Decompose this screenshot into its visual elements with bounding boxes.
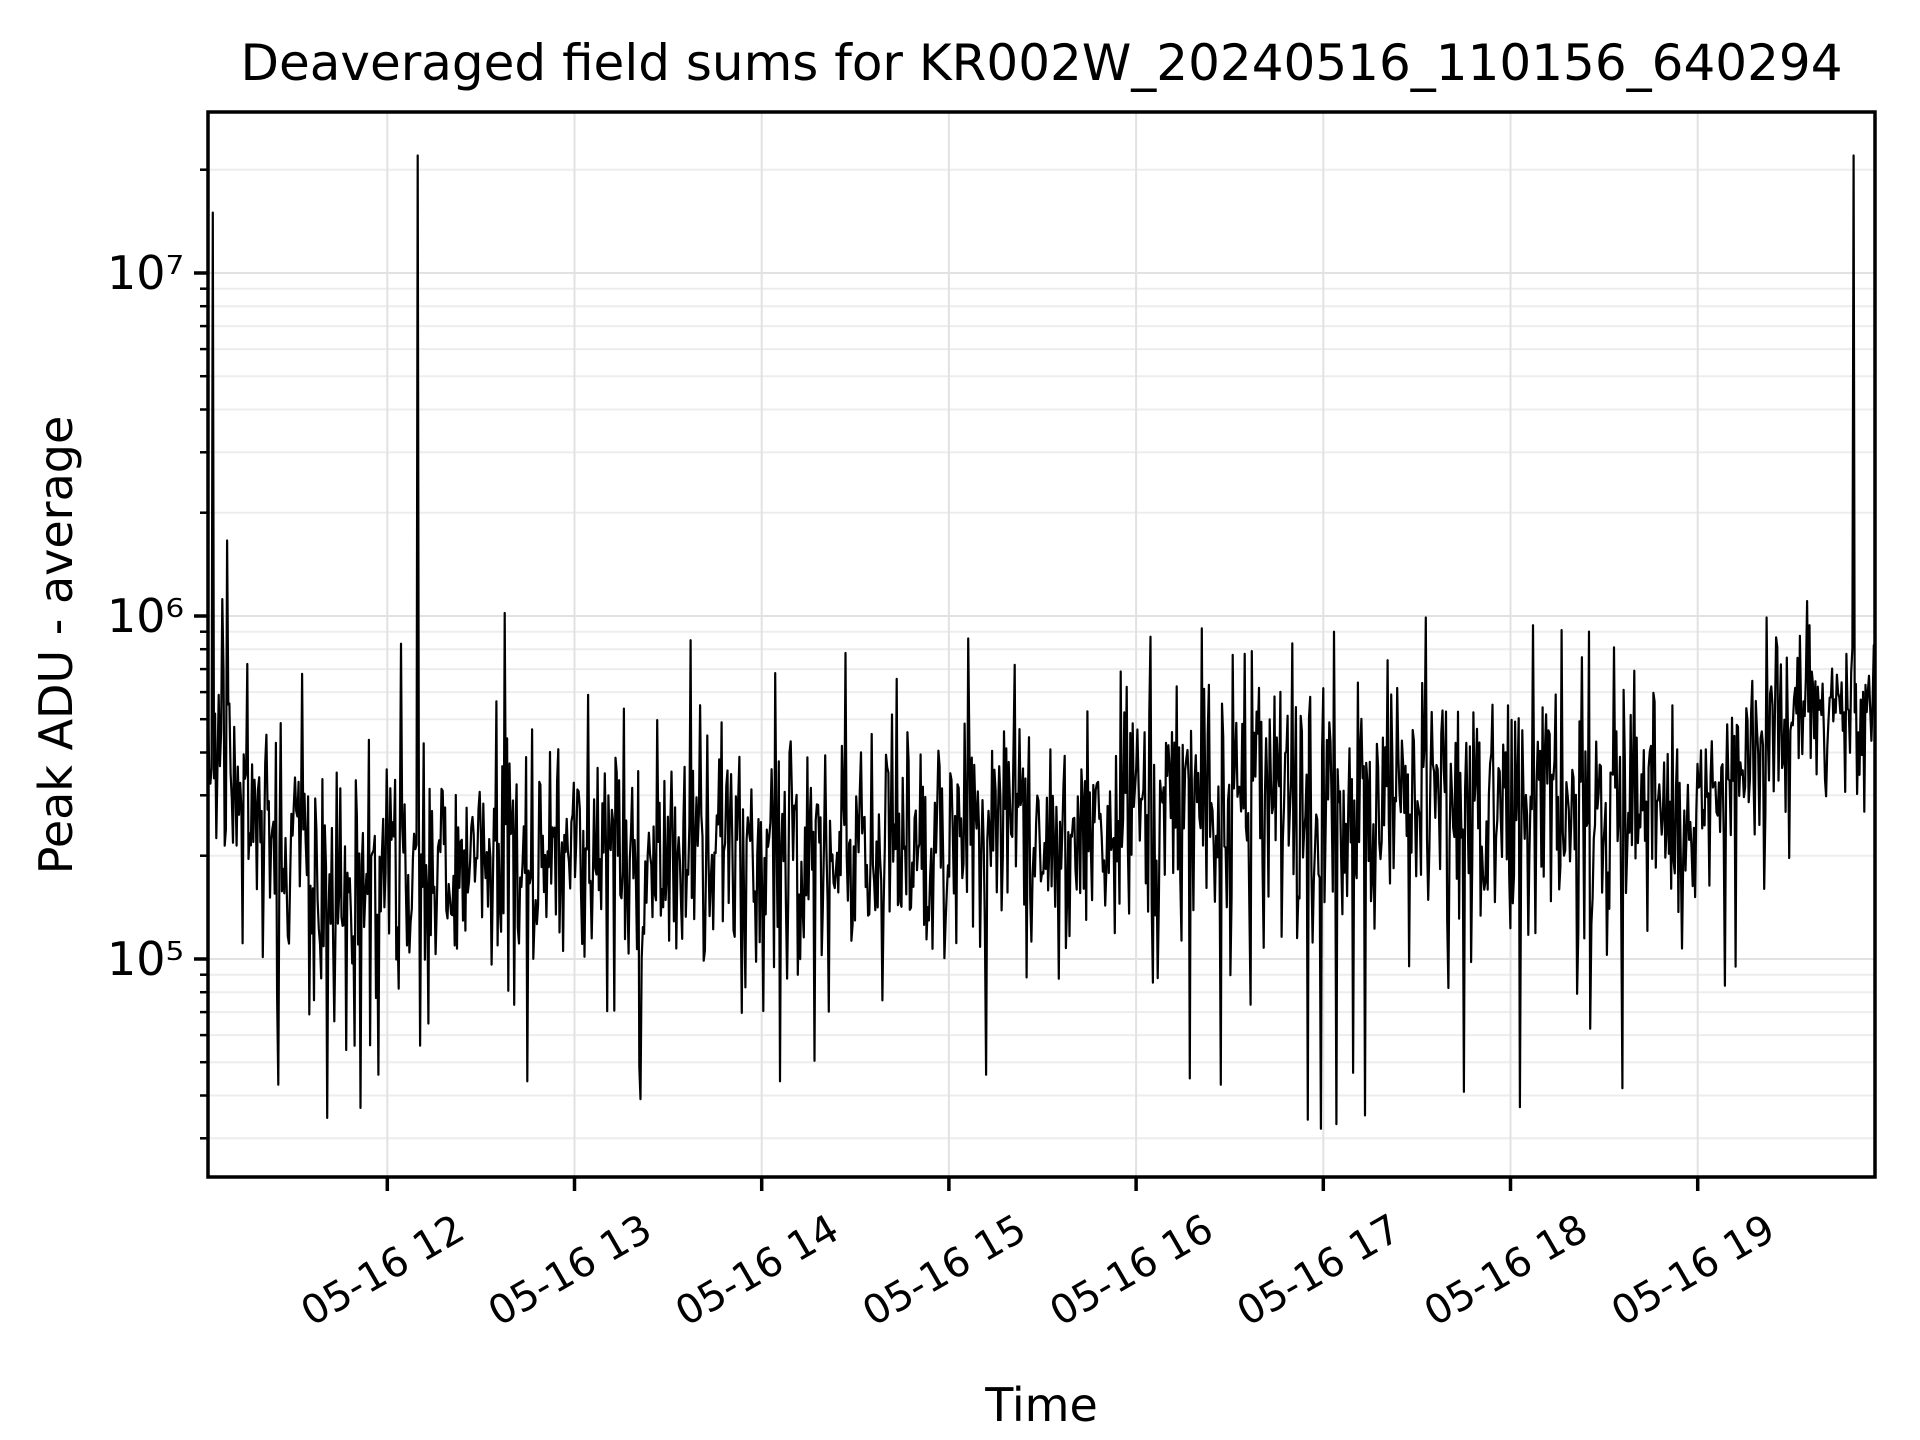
x-tick-label: 05-16 12: [294, 1206, 473, 1336]
x-tick-label: 05-16 17: [1230, 1206, 1409, 1336]
x-tick-label: 05-16 19: [1604, 1206, 1783, 1336]
y-tick-label: 10⁵: [107, 932, 184, 986]
x-tick-label: 05-16 18: [1417, 1206, 1596, 1336]
plot-border: [206, 110, 1877, 1179]
x-tick-label: 05-16 15: [855, 1206, 1034, 1336]
x-tick-label: 05-16 13: [481, 1206, 660, 1336]
x-tick-label: 05-16 14: [668, 1206, 847, 1336]
y-tick-label: 10⁶: [107, 589, 184, 643]
x-axis-label: Time: [985, 1378, 1098, 1432]
data-series-line: [208, 154, 1875, 1130]
x-tick-label: 05-16 16: [1042, 1206, 1221, 1336]
y-tick-label: 10⁷: [107, 246, 184, 300]
chart-title: Deaveraged field sums for KR002W_2024051…: [240, 34, 1843, 92]
